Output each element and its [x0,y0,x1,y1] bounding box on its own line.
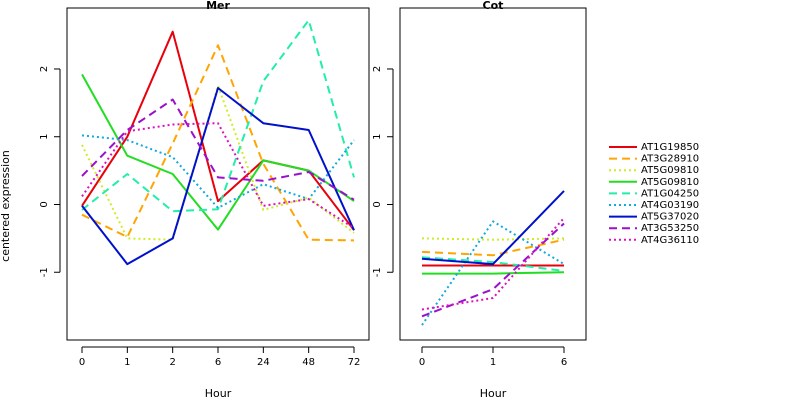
series-line-at3g28910 [421,238,565,257]
legend-label: AT1G04250 [641,188,699,199]
legend-item: AT5G09810 [609,177,699,188]
legend-item: AT4G36110 [609,235,699,246]
series-line-at3g53250 [81,98,355,201]
legend-item: AT4G03190 [609,200,699,211]
legend-label: AT4G03190 [641,200,699,211]
legend-item: AT5G37020 [609,212,699,223]
panel-title: Cot [483,0,504,12]
series-line-at5g09810 [81,84,355,241]
x-axis-title: Hour [205,387,232,400]
series-line-at1g19850 [81,30,355,231]
panel-cot: Cot 0 1 6 Hour -1 0 1 2 [372,0,587,400]
y-tick-label: -1 [372,267,383,277]
plot-frame [66,7,370,341]
y-axis-title: centered expression [0,150,12,262]
legend-label: AT3G53250 [641,223,699,234]
x-axis-title: Hour [480,387,507,400]
series-line-at4g36110 [81,122,355,230]
legend-item: AT3G28910 [609,154,699,165]
y-tick-label: 2 [39,66,50,72]
legend-item: AT3G53250 [609,223,699,234]
panel-title: Mer [206,0,230,12]
legend-item: AT5G09810 [609,165,699,176]
legend-label: AT3G28910 [641,154,699,165]
legend-item: AT1G04250 [609,188,699,199]
x-tick-label: 0 [419,357,425,368]
x-tick-label: 2 [169,357,175,368]
x-tick-label: 72 [348,357,361,368]
series-line-at5g09810 [81,73,355,231]
series-group [421,190,565,326]
x-tick-label: 0 [79,357,85,368]
x-tick-label: 1 [124,357,130,368]
series-line-at1g04250 [81,19,355,213]
legend: AT1G19850AT3G28910AT5G09810AT5G09810AT1G… [609,142,699,246]
y-tick-label: -1 [39,267,50,277]
y-tick-label: 0 [39,201,50,207]
series-line-at5g09810 [421,237,565,241]
series-line-at4g03190 [421,220,565,326]
y-tick-label: 0 [372,201,383,207]
x-tick-label: 48 [302,357,315,368]
series-line-at5g37020 [81,87,355,266]
plot-frame [399,7,587,341]
y-tick-label: 1 [39,134,50,140]
legend-label: AT1G19850 [641,142,699,153]
y-tick-label: 2 [372,66,383,72]
legend-label: AT4G36110 [641,235,699,246]
y-axis: -1 0 1 2 [372,66,394,277]
series-line-at5g37020 [421,190,565,266]
x-tick-label: 1 [490,357,496,368]
series-group [81,19,355,266]
x-tick-label: 24 [257,357,270,368]
series-line-at5g09810 [422,271,565,275]
series-line-at4g36110 [421,217,565,311]
y-axis: -1 0 1 2 [39,66,61,277]
x-tick-label: 6 [215,357,221,368]
legend-label: AT5G09810 [641,165,699,176]
y-tick-label: 1 [372,134,383,140]
legend-item: AT1G19850 [609,142,699,153]
x-axis: 0 1 6 [419,346,567,368]
legend-label: AT5G09810 [641,177,699,188]
x-axis: 0 1 2 6 24 48 72 [79,346,361,368]
panel-mer: Mer 0 1 2 6 24 48 72 Hour -1 0 1 2 [39,0,370,400]
x-tick-label: 6 [561,357,567,368]
series-line-at1g04250 [421,256,565,272]
series-line-at3g53250 [421,222,565,318]
series-line-at3g28910 [81,44,355,242]
legend-label: AT5G37020 [641,212,699,223]
